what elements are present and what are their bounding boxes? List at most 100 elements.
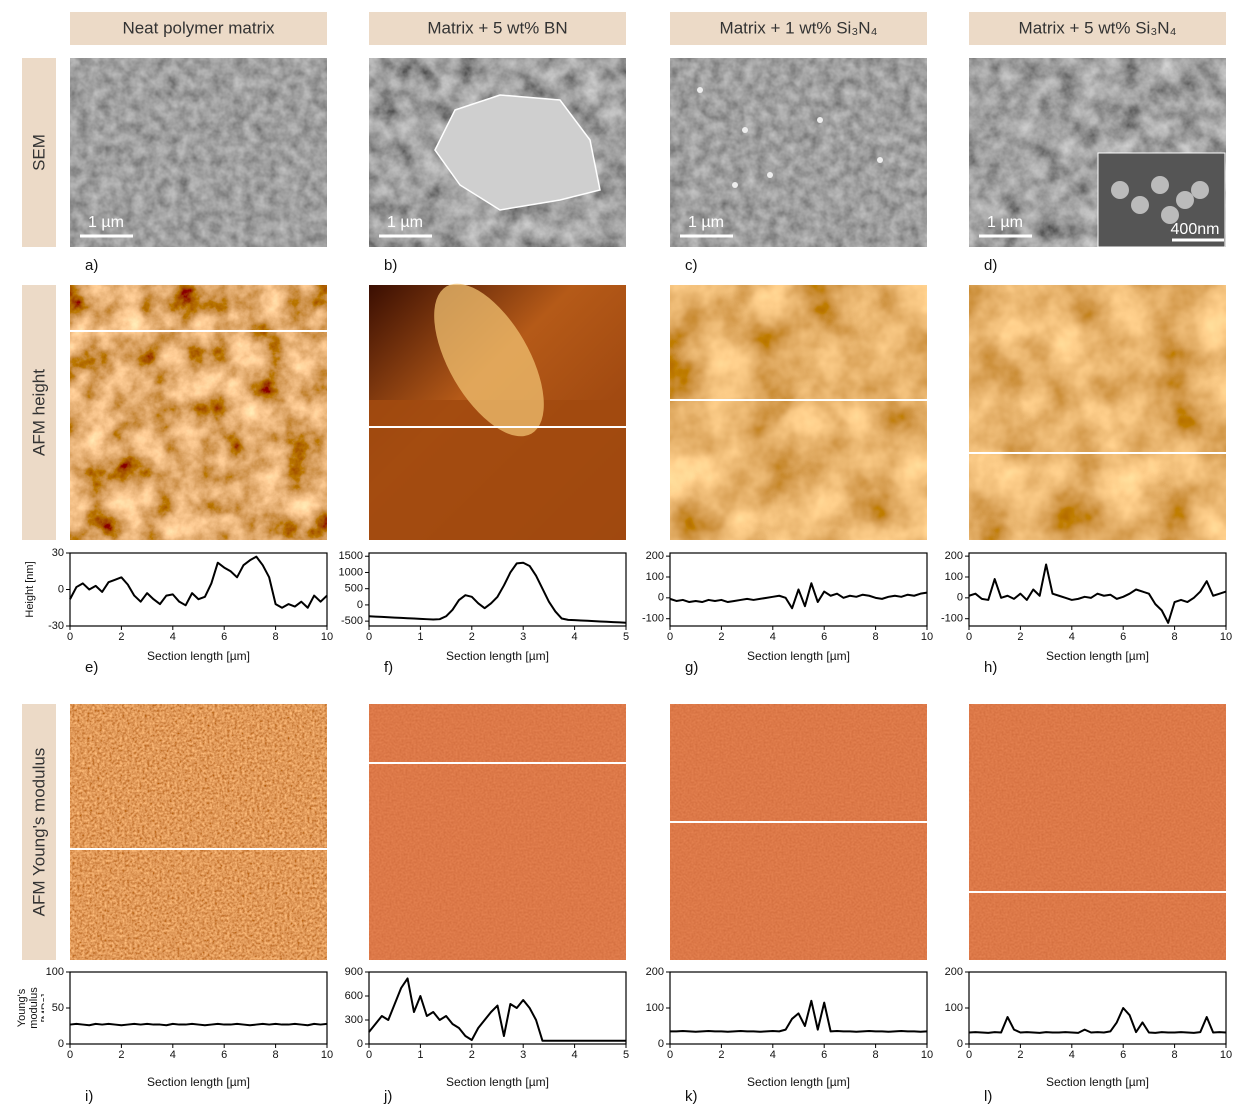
- particle: [697, 87, 703, 93]
- y-tick-label: 900: [345, 966, 363, 978]
- profile-line: [369, 563, 626, 623]
- x-axis-label: Section length [µm]: [747, 1075, 850, 1089]
- profile-line: [70, 557, 327, 608]
- y-tick-label: 200: [945, 966, 963, 978]
- profile-line: [70, 1024, 327, 1025]
- x-tick-label: 6: [821, 631, 827, 643]
- y-tick-label: 0: [357, 1038, 363, 1050]
- x-tick-label: 4: [1069, 1049, 1075, 1061]
- y-tick-label: -500: [341, 615, 363, 627]
- profile-line: [969, 1008, 1226, 1033]
- x-tick-label: 0: [667, 1049, 673, 1061]
- y-tick-label: 0: [58, 583, 64, 595]
- y-tick-label: 1500: [339, 550, 363, 562]
- modulus-image: [369, 704, 626, 960]
- x-tick-label: 10: [321, 631, 333, 643]
- afm-height-image: [70, 285, 327, 540]
- x-tick-label: 5: [623, 631, 629, 643]
- x-tick-label: 2: [718, 1049, 724, 1061]
- x-tick-label: 6: [221, 1049, 227, 1061]
- x-tick-label: 8: [273, 631, 279, 643]
- row-label: SEM: [29, 134, 48, 171]
- x-tick-label: 2: [118, 631, 124, 643]
- particle: [767, 172, 773, 178]
- scale-bar-label: 1 µm: [987, 214, 1023, 231]
- x-axis-label: Section length [µm]: [1046, 1075, 1149, 1089]
- panel-label: k): [685, 1088, 698, 1105]
- y-tick-label: -100: [941, 613, 963, 625]
- x-tick-label: 3: [520, 1049, 526, 1061]
- x-tick-label: 0: [966, 1049, 972, 1061]
- panel-label: a): [85, 257, 98, 274]
- x-axis-label: Section length [µm]: [147, 1075, 250, 1089]
- x-tick-label: 6: [221, 631, 227, 643]
- plot-frame: [70, 553, 327, 626]
- y-tick-label: 0: [957, 592, 963, 604]
- y-tick-label: 0: [58, 1038, 64, 1050]
- modulus-image: [670, 704, 927, 960]
- inset-scale-label: 400nm: [1171, 221, 1220, 238]
- x-tick-label: 2: [469, 631, 475, 643]
- y-tick-label: -100: [642, 613, 664, 625]
- x-tick-label: 4: [770, 1049, 776, 1061]
- panel-label: h): [984, 659, 997, 676]
- particle: [732, 182, 738, 188]
- x-tick-label: 0: [366, 1049, 372, 1061]
- panel-label: d): [984, 257, 997, 274]
- scale-bar-label: 1 µm: [688, 214, 724, 231]
- y-tick-label: 100: [945, 571, 963, 583]
- profile-line: [670, 583, 927, 608]
- x-tick-label: 10: [921, 1049, 933, 1061]
- nanoparticle: [1176, 191, 1194, 209]
- y-tick-label: 0: [658, 592, 664, 604]
- column-header: Neat polymer matrix: [122, 18, 275, 37]
- x-tick-label: 5: [623, 1049, 629, 1061]
- y-tick-label: 0: [658, 1038, 664, 1050]
- panel-label: i): [85, 1088, 93, 1105]
- y-tick-label: 200: [945, 550, 963, 562]
- x-tick-label: 4: [572, 631, 578, 643]
- y-tick-label: 100: [646, 1002, 664, 1014]
- y-tick-label: 0: [357, 599, 363, 611]
- x-tick-label: 8: [1172, 1049, 1178, 1061]
- x-tick-label: 2: [718, 631, 724, 643]
- y-axis-label-box: Young's modulus [MPa]: [16, 973, 44, 1043]
- y-tick-label: 100: [646, 571, 664, 583]
- plot-frame: [969, 553, 1226, 626]
- x-tick-label: 0: [366, 631, 372, 643]
- y-tick-label: -30: [48, 620, 64, 632]
- particle: [877, 157, 883, 163]
- panel-label: f): [384, 659, 393, 676]
- plot-frame: [369, 553, 626, 626]
- x-axis-label: Section length [µm]: [747, 649, 850, 663]
- x-tick-label: 4: [572, 1049, 578, 1061]
- column-header: Matrix + 5 wt% BN: [427, 18, 567, 37]
- panel-label: g): [685, 659, 698, 676]
- x-tick-label: 10: [1220, 1049, 1232, 1061]
- profile-line: [369, 978, 626, 1040]
- x-axis-label: Section length [µm]: [446, 1075, 549, 1089]
- afm-height-image: [969, 285, 1226, 540]
- x-tick-label: 6: [1120, 631, 1126, 643]
- x-tick-label: 4: [170, 631, 176, 643]
- x-tick-label: 0: [67, 631, 73, 643]
- x-tick-label: 0: [966, 631, 972, 643]
- y-tick-label: 0: [957, 1038, 963, 1050]
- x-tick-label: 10: [321, 1049, 333, 1061]
- nanoparticle: [1111, 181, 1129, 199]
- x-tick-label: 8: [873, 1049, 879, 1061]
- nanoparticle: [1131, 196, 1149, 214]
- x-tick-label: 4: [770, 631, 776, 643]
- panel-label: l): [984, 1088, 992, 1105]
- x-tick-label: 0: [667, 631, 673, 643]
- panel-label: c): [685, 257, 698, 274]
- x-tick-label: 10: [921, 631, 933, 643]
- x-tick-label: 3: [520, 631, 526, 643]
- y-tick-label: 50: [52, 1002, 64, 1014]
- afm-height-image: [670, 285, 927, 540]
- nanoparticle: [1191, 181, 1209, 199]
- y-tick-label: 500: [345, 583, 363, 595]
- x-tick-label: 10: [1220, 631, 1232, 643]
- x-tick-label: 4: [1069, 631, 1075, 643]
- y-tick-label: 200: [646, 966, 664, 978]
